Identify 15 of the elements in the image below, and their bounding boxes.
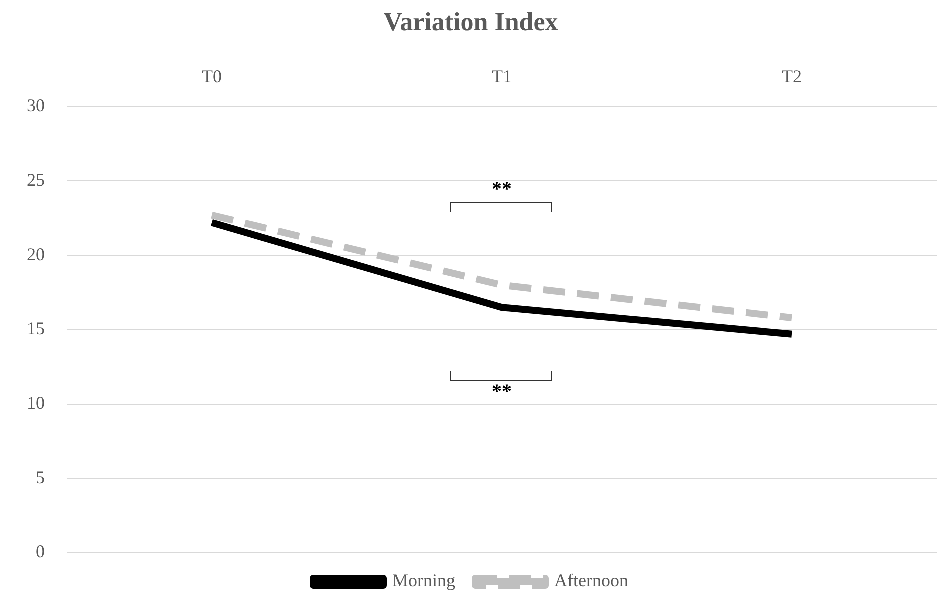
y-tick-label: 30 (27, 96, 45, 116)
y-tick-label: 20 (27, 244, 45, 264)
y-tick-label: 5 (36, 467, 45, 488)
annotation: ** (492, 380, 512, 403)
y-tick-label: 10 (27, 393, 45, 413)
x-tick-label: T0 (202, 66, 222, 87)
y-tick-label: 0 (36, 542, 45, 562)
annotation: ** (492, 178, 512, 200)
legend-label: Morning (392, 570, 456, 591)
y-tick-label: 15 (27, 318, 45, 339)
x-tick-label: T2 (782, 66, 802, 87)
chart-title: Variation Index (384, 7, 558, 36)
y-tick-label: 25 (27, 170, 45, 190)
x-tick-label: T1 (492, 66, 512, 87)
legend-label: Afternoon (554, 570, 628, 591)
